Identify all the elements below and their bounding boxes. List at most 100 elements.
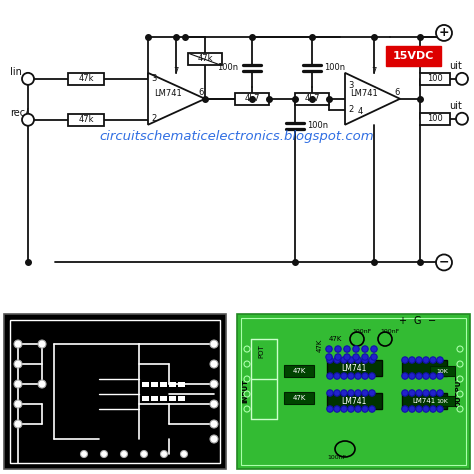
- Circle shape: [244, 361, 250, 367]
- Text: rec/: rec/: [10, 108, 28, 118]
- Circle shape: [38, 340, 46, 348]
- Text: 47K: 47K: [317, 338, 323, 352]
- Circle shape: [437, 373, 443, 379]
- Circle shape: [334, 406, 340, 412]
- Bar: [142, 382, 149, 387]
- Circle shape: [38, 380, 46, 388]
- Circle shape: [355, 357, 361, 363]
- Bar: [178, 396, 185, 401]
- Circle shape: [402, 373, 408, 379]
- Bar: [430, 396, 455, 406]
- Text: 100: 100: [427, 114, 443, 123]
- Bar: [420, 113, 450, 125]
- Text: LM741: LM741: [350, 89, 378, 98]
- Bar: [54, 344, 139, 439]
- Circle shape: [423, 406, 429, 412]
- Circle shape: [81, 450, 88, 457]
- Circle shape: [335, 354, 341, 360]
- Bar: [151, 382, 158, 387]
- Circle shape: [355, 406, 361, 412]
- Text: OUTPUT: OUTPUT: [456, 375, 462, 407]
- Circle shape: [14, 360, 22, 368]
- Circle shape: [244, 391, 250, 397]
- Circle shape: [457, 346, 463, 352]
- Circle shape: [334, 357, 340, 363]
- Text: 6: 6: [394, 88, 400, 97]
- Circle shape: [344, 354, 350, 360]
- Circle shape: [416, 390, 422, 396]
- Bar: [169, 396, 176, 401]
- Text: LM741: LM741: [341, 364, 367, 373]
- Circle shape: [371, 354, 377, 360]
- Text: 100nF: 100nF: [352, 328, 371, 334]
- Circle shape: [22, 114, 34, 126]
- Text: 2: 2: [151, 114, 156, 123]
- Text: +: +: [439, 27, 449, 39]
- Circle shape: [353, 354, 359, 360]
- Text: POT: POT: [258, 344, 264, 358]
- Circle shape: [210, 360, 218, 368]
- Text: 6: 6: [198, 88, 203, 97]
- Text: 47k: 47k: [197, 55, 213, 64]
- Circle shape: [436, 25, 452, 41]
- Circle shape: [369, 390, 375, 396]
- Bar: [142, 396, 149, 401]
- Circle shape: [402, 406, 408, 412]
- Circle shape: [362, 357, 368, 363]
- Circle shape: [402, 390, 408, 396]
- Circle shape: [14, 400, 22, 408]
- Bar: [151, 396, 158, 401]
- Circle shape: [430, 390, 436, 396]
- Circle shape: [341, 390, 347, 396]
- Bar: [402, 360, 447, 376]
- Circle shape: [341, 373, 347, 379]
- Circle shape: [369, 373, 375, 379]
- Text: 10K: 10K: [436, 368, 448, 374]
- Circle shape: [353, 346, 359, 352]
- Bar: [178, 382, 185, 387]
- Circle shape: [341, 406, 347, 412]
- Circle shape: [436, 255, 452, 271]
- Text: LM741: LM741: [412, 398, 436, 404]
- Circle shape: [348, 406, 354, 412]
- Circle shape: [334, 390, 340, 396]
- Circle shape: [456, 73, 468, 85]
- Text: −: −: [428, 316, 436, 326]
- Circle shape: [437, 390, 443, 396]
- Circle shape: [430, 357, 436, 363]
- Circle shape: [22, 73, 34, 85]
- Polygon shape: [148, 73, 205, 125]
- Text: 100nF: 100nF: [327, 455, 346, 459]
- Text: 100n: 100n: [217, 64, 238, 73]
- Circle shape: [355, 390, 361, 396]
- Bar: [295, 93, 329, 105]
- Circle shape: [327, 357, 333, 363]
- Text: 100n: 100n: [307, 121, 328, 130]
- Text: circuitschematicelectronics.blogspot.com: circuitschematicelectronics.blogspot.com: [100, 130, 374, 143]
- Text: 10K: 10K: [436, 399, 448, 403]
- Bar: [237, 314, 470, 469]
- Text: +: +: [398, 316, 406, 326]
- Circle shape: [423, 357, 429, 363]
- Circle shape: [348, 373, 354, 379]
- Circle shape: [416, 357, 422, 363]
- Circle shape: [409, 406, 415, 412]
- Circle shape: [161, 450, 167, 457]
- Bar: [284, 365, 314, 377]
- Text: 4: 4: [357, 107, 363, 116]
- Circle shape: [437, 406, 443, 412]
- Circle shape: [355, 373, 361, 379]
- Circle shape: [371, 346, 377, 352]
- Text: 4k7: 4k7: [304, 94, 320, 103]
- Circle shape: [430, 373, 436, 379]
- Text: LM741: LM741: [341, 397, 367, 406]
- Text: 47K: 47K: [292, 368, 306, 374]
- Circle shape: [456, 113, 468, 125]
- Circle shape: [244, 346, 250, 352]
- Circle shape: [457, 361, 463, 367]
- Circle shape: [362, 346, 368, 352]
- Circle shape: [348, 390, 354, 396]
- Text: INPUT: INPUT: [242, 379, 248, 403]
- Circle shape: [362, 373, 368, 379]
- Circle shape: [210, 340, 218, 348]
